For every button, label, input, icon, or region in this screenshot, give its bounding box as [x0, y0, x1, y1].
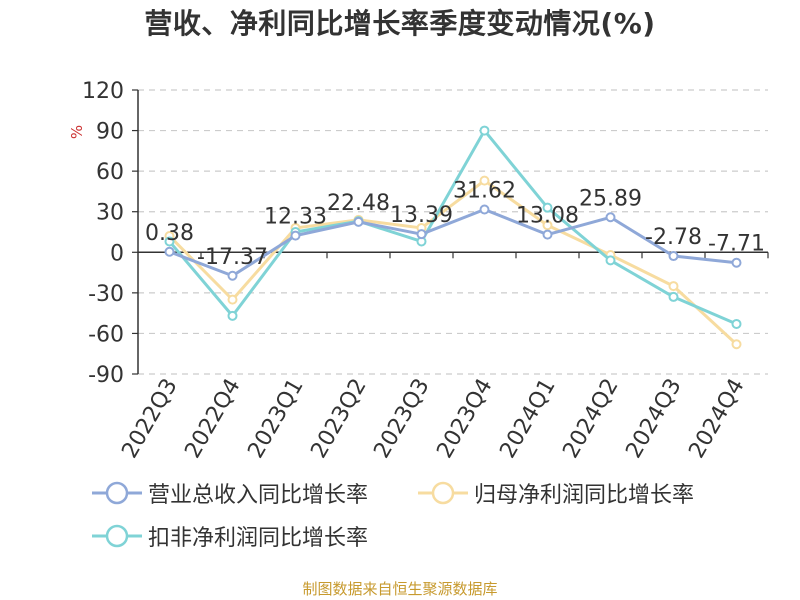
data-point [731, 257, 742, 268]
y-tick-label: -90 [88, 363, 124, 388]
data-label: 12.33 [264, 205, 327, 230]
data-label: 31.62 [453, 179, 516, 204]
series-line [168, 179, 738, 346]
data-label: 0.38 [145, 221, 194, 246]
x-tick-label: 2024Q2 [558, 375, 623, 463]
series-line [168, 208, 737, 278]
x-tick-label: 2023Q1 [243, 375, 308, 463]
data-point [290, 230, 301, 241]
legend-item[interactable]: 营业总收入同比增长率 [92, 478, 368, 508]
data-point [227, 310, 238, 321]
data-point [542, 229, 553, 240]
x-tick-label: 2023Q4 [432, 375, 497, 463]
data-point [542, 202, 553, 213]
y-tick-label: -60 [88, 322, 124, 347]
data-point [416, 229, 427, 240]
grid-lines [138, 89, 768, 375]
y-axis-unit: % [68, 125, 86, 139]
series-line [168, 129, 738, 326]
axes: 1209060300-30-60-90%2022Q32022Q42023Q120… [68, 79, 769, 463]
legend-label: 营业总收入同比增长率 [148, 483, 369, 508]
legend-swatch-icon [92, 524, 142, 548]
data-point [227, 270, 238, 281]
x-tick-label: 2023Q2 [306, 375, 371, 463]
data-point [164, 236, 175, 247]
data-point [605, 212, 616, 223]
legend-item[interactable]: 扣非净利润同比增长率 [92, 521, 368, 551]
data-point [605, 255, 616, 266]
data-point [479, 125, 490, 136]
data-point [542, 220, 553, 231]
y-tick-label: 90 [96, 120, 124, 145]
legend-swatch-icon [418, 481, 468, 505]
x-tick-label: 2024Q1 [495, 375, 560, 463]
x-tick-label: 2022Q4 [180, 375, 245, 463]
data-point [227, 294, 238, 305]
y-tick-label: 30 [96, 201, 124, 226]
data-point [668, 251, 679, 262]
data-label: 22.48 [327, 191, 390, 216]
legend-item[interactable]: 归母净利润同比增长率 [418, 478, 694, 508]
data-label: 13.39 [390, 203, 453, 228]
x-tick-label: 2022Q3 [117, 375, 182, 463]
x-tick-label: 2024Q3 [621, 375, 686, 463]
legend-label: 归母净利润同比增长率 [474, 483, 695, 508]
data-point [164, 246, 175, 257]
data-label: -17.37 [197, 245, 268, 270]
y-tick-label: 0 [110, 241, 124, 266]
series-lines [164, 125, 742, 350]
legend-swatch-icon [92, 481, 142, 505]
y-tick-label: 60 [96, 160, 124, 185]
x-tick-label: 2024Q4 [684, 375, 749, 463]
data-label: 13.08 [516, 204, 579, 229]
chart-title: 营收、净利同比增长率季度变动情况(%) [144, 7, 656, 40]
y-tick-label: 120 [82, 79, 124, 104]
data-point [668, 291, 679, 302]
data-point [479, 204, 490, 215]
legend-label: 扣非净利润同比增长率 [148, 526, 369, 551]
data-point [353, 216, 364, 227]
data-label: -7.71 [708, 232, 765, 257]
data-point [668, 281, 679, 292]
data-point [731, 339, 742, 350]
source-note: 制图数据来自恒生聚源数据库 [302, 580, 498, 598]
x-tick-label: 2023Q3 [369, 375, 434, 463]
data-point [479, 175, 490, 186]
data-point [731, 318, 742, 329]
data-label: -2.78 [645, 225, 702, 250]
y-tick-label: -30 [88, 282, 124, 307]
data-label: 25.89 [579, 186, 642, 211]
